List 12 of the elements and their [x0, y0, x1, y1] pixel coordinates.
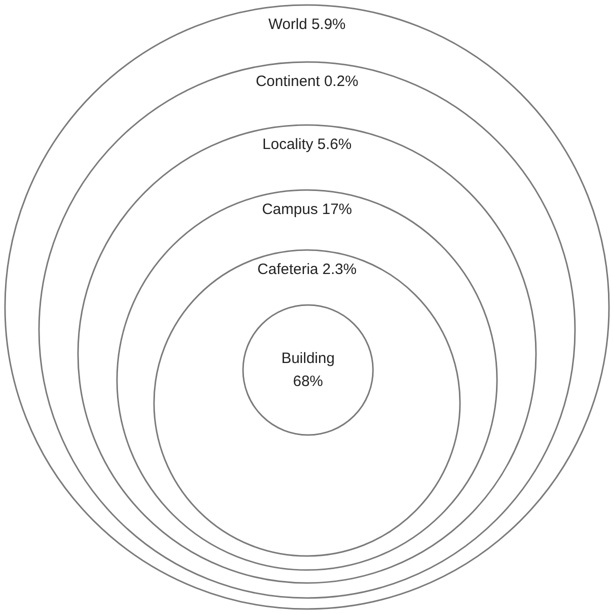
category-label: Cafeteria: [257, 261, 319, 278]
category-label: Building: [281, 350, 335, 368]
category-label: Campus: [262, 201, 318, 218]
category-label: World: [268, 16, 308, 34]
data-label: 68%: [292, 373, 324, 390]
category-label: Continent: [256, 73, 321, 90]
data-label: 5.6%: [317, 136, 352, 154]
data-label: 0.2%: [324, 73, 358, 90]
data-label: 17%: [322, 201, 352, 218]
category-label: Locality: [262, 136, 314, 154]
data-label: 2.3%: [322, 261, 357, 278]
data-label: 5.9%: [311, 16, 346, 34]
